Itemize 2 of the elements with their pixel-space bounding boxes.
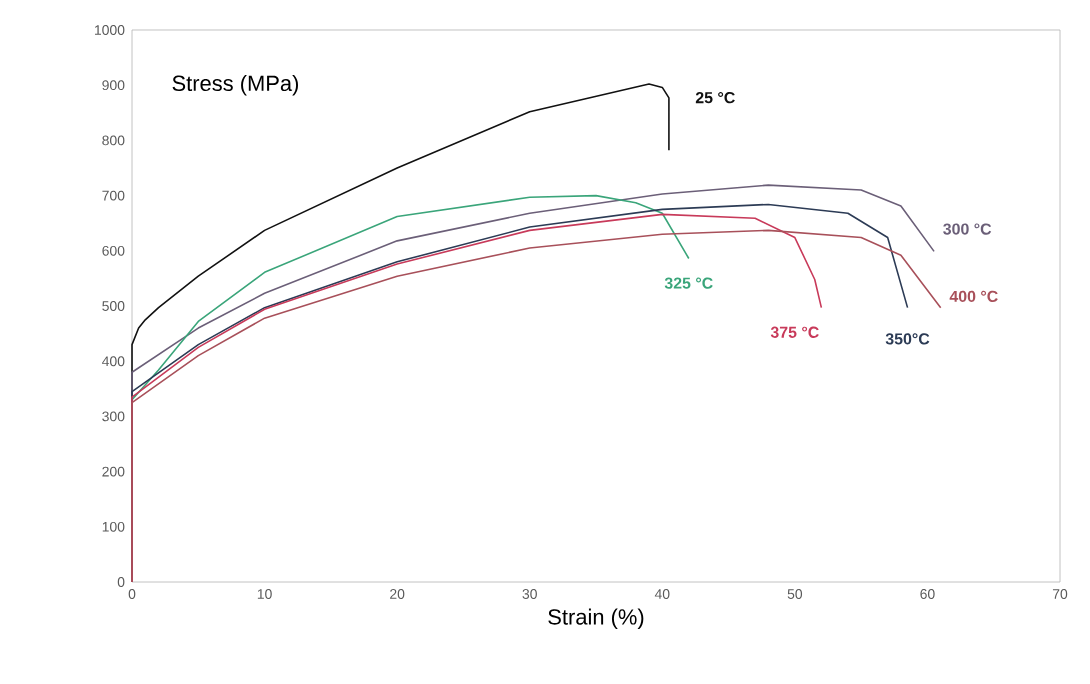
x-axis-title: Strain (%) [548, 608, 644, 630]
y-axis-title: Stress (MPa) [172, 75, 299, 96]
